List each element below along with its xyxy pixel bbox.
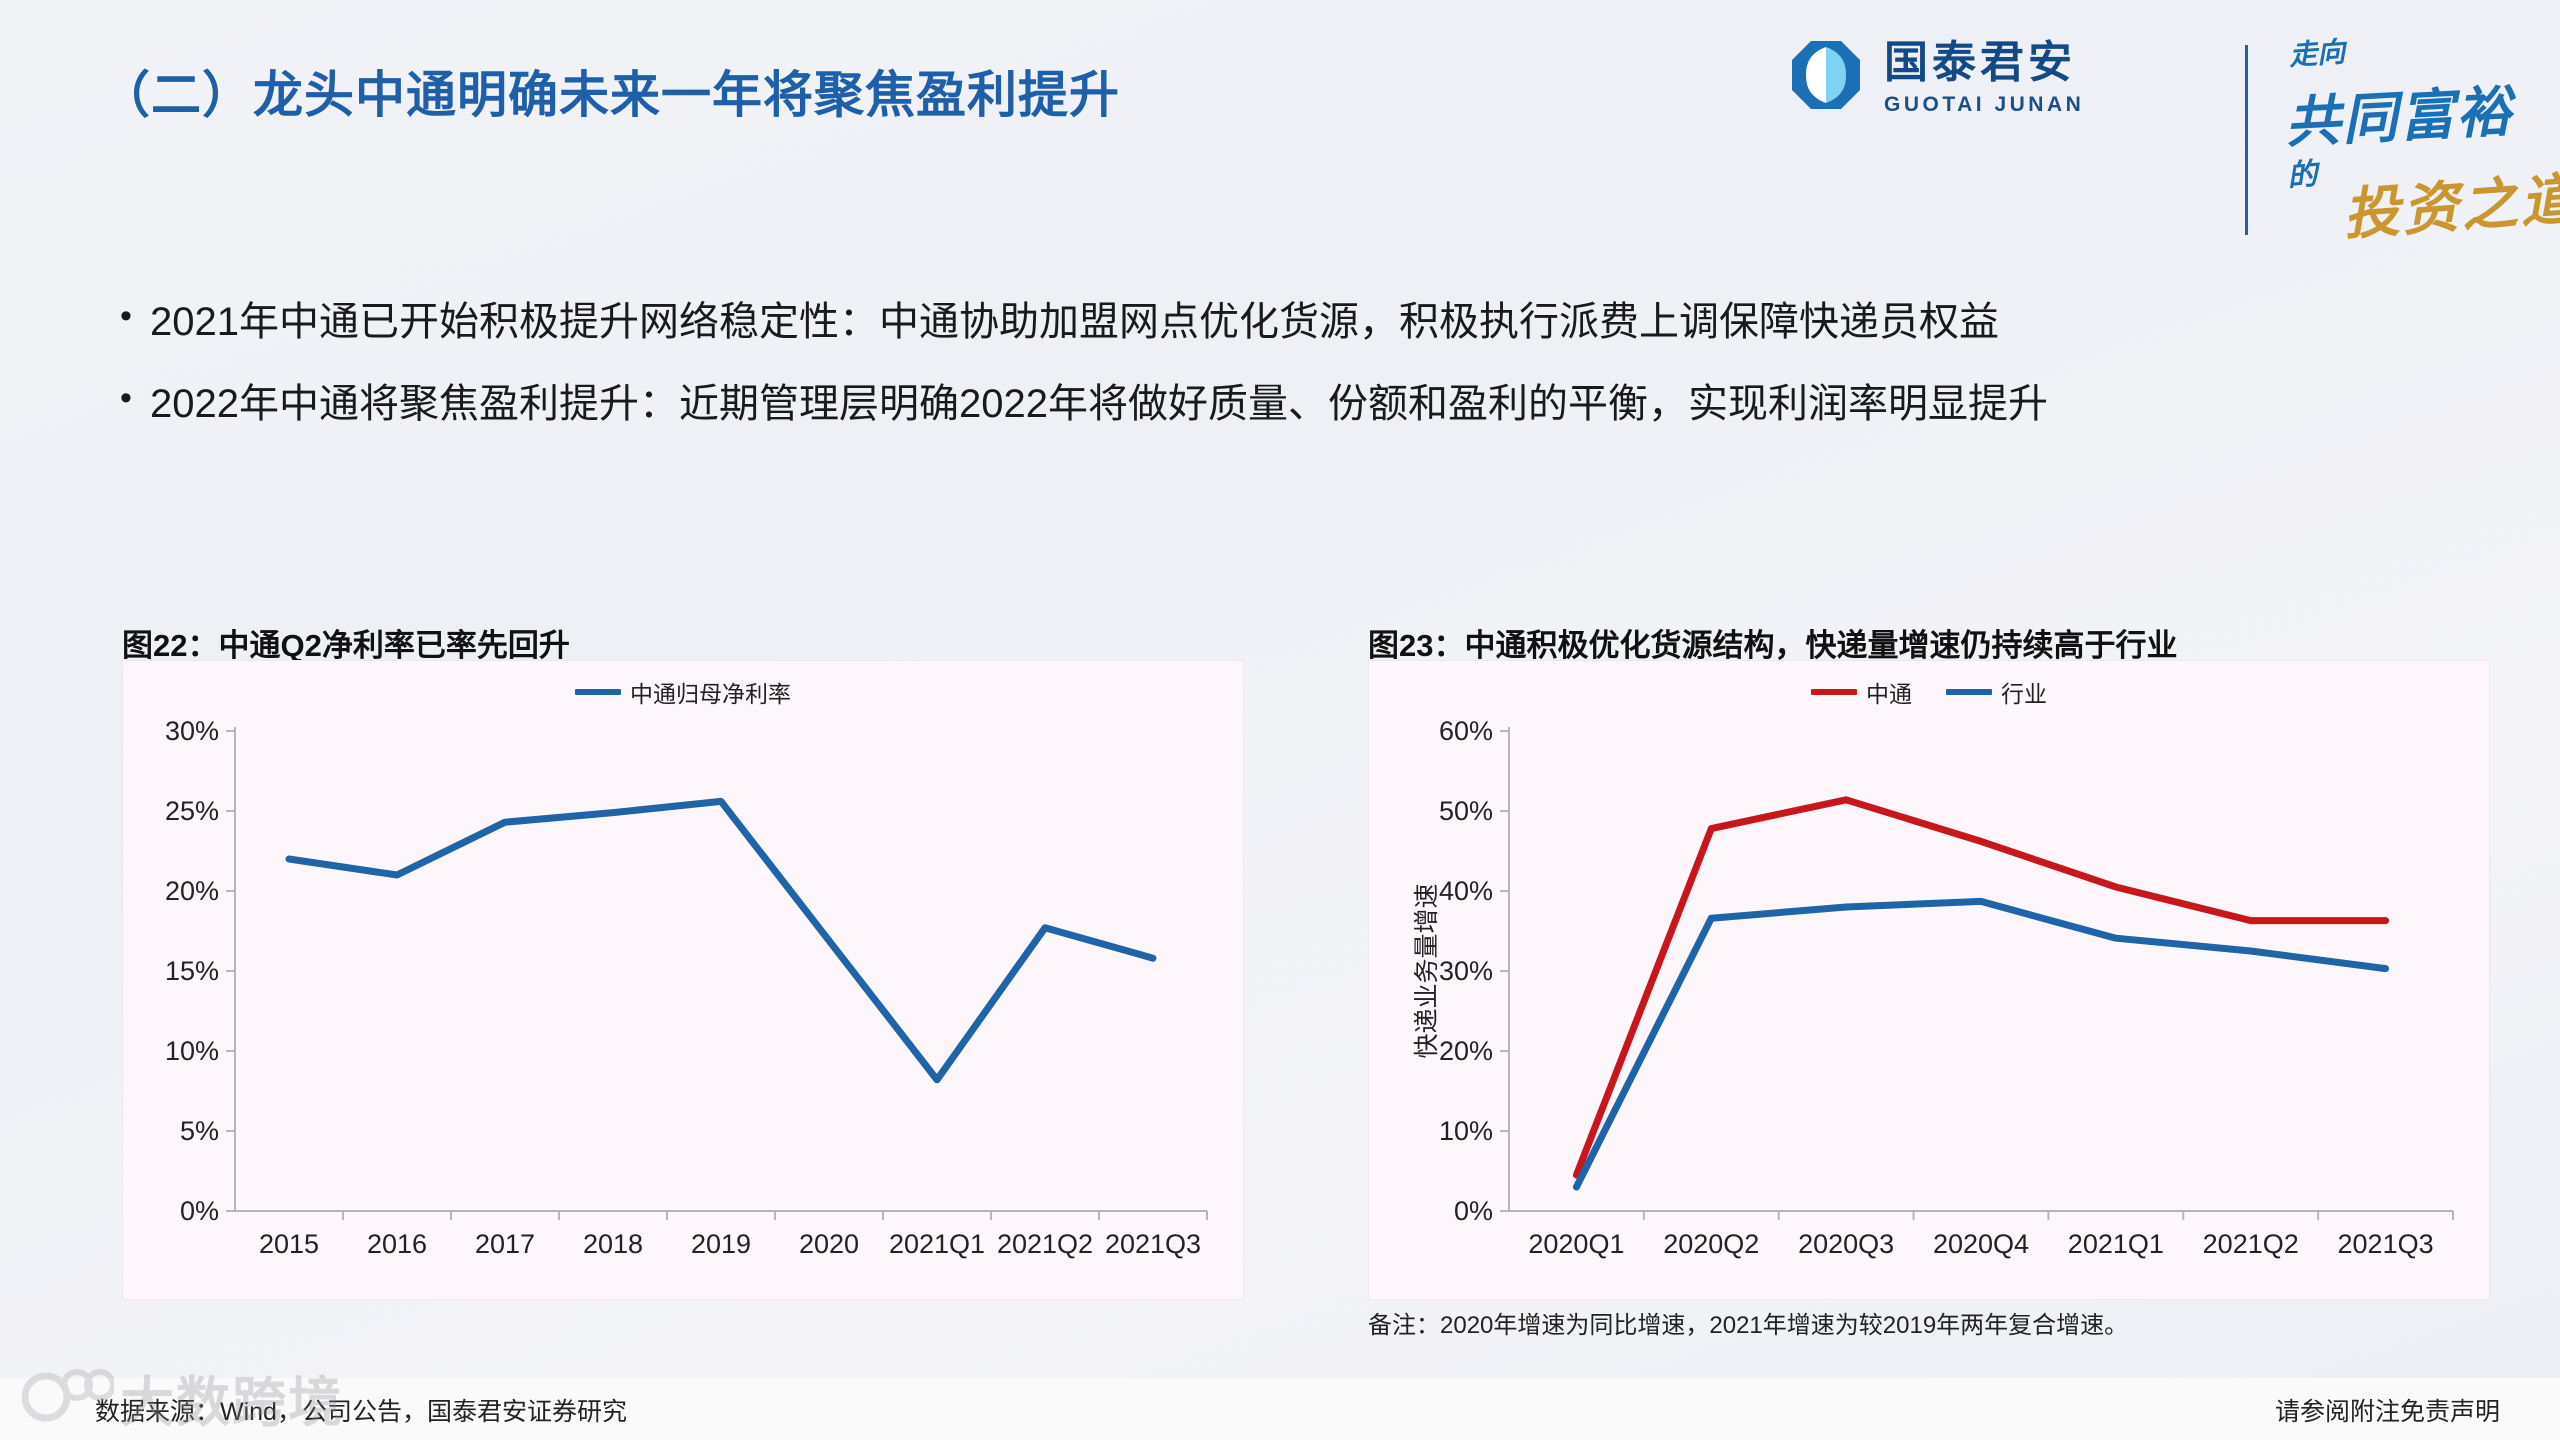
legend-swatch-icon <box>1946 689 1992 695</box>
y-axis-title: 快递业务量增速 <box>1413 883 1441 1058</box>
bullet-list: • 2021年中通已开始积极提升网络稳定性：中通协助加盟网点优化货源，积极执行派… <box>120 295 2500 459</box>
footer-source-text: 数据来源：Wind，公司公告，国泰君安证券研究 <box>95 1398 627 1426</box>
chart-fig23: 中通 行业 0% 10% 20% 30% 40% 50% 60% 2020Q1 2020Q2 202… <box>1368 660 2490 1300</box>
chart-fig23-plot: 0% 10% 20% 30% 40% 50% 60% 2020Q1 2020Q2 2020Q3 20… <box>1413 716 2454 1259</box>
figure-23-note: 备注：2020年增速为同比增速，2021年增速为较2019年两年复合增速。 <box>1368 1312 2129 1339</box>
y-axis-tick-label: 10% <box>1439 1116 1493 1146</box>
footer-bar <box>0 1378 2560 1440</box>
legend-swatch-icon <box>1811 689 1857 695</box>
slogan-line-3: 的 <box>2285 156 2319 195</box>
legend-label: 中通 <box>1866 681 1912 707</box>
chart-fig22-legend: 中通归母净利率 <box>123 675 1243 709</box>
y-axis-tick-label: 20% <box>165 876 219 906</box>
series-line <box>285 797 1157 1084</box>
y-axis-tick-label: 40% <box>1439 876 1493 906</box>
legend-swatch-icon <box>575 689 621 695</box>
chart-fig22: 中通归母净利率 0% 5% 10% 15% 20% 25% 30% 2015 2016 2017 2… <box>122 660 1244 1300</box>
slide-header: （二）龙头中通明确未来一年将聚焦盈利提升 国泰君安 GUOTAI JUNAN 走… <box>0 0 2560 280</box>
figure-22-caption: 图22：中通Q2净利率已率先回升 <box>122 628 570 663</box>
bullet-dot-icon: • <box>120 297 132 335</box>
footer-disclaimer-text: 请参阅附注免责声明 <box>2274 1398 2500 1426</box>
x-axis-tick-label: 2020Q2 <box>1663 1229 1759 1259</box>
slogan-calligraphy: 走向 共同富裕 的 投资之道 <box>2283 30 2560 248</box>
x-axis-tick-label: 2021Q2 <box>997 1229 1093 1259</box>
slogan-line-2: 共同富裕 <box>2283 78 2515 155</box>
x-axis-tick-label: 2020Q1 <box>1528 1229 1624 1259</box>
y-axis-tick-label: 30% <box>165 716 219 746</box>
series-line <box>1572 897 2390 1191</box>
page-title: （二）龙头中通明确未来一年将聚焦盈利提升 <box>100 67 1120 123</box>
x-axis-tick-label: 2020Q4 <box>1933 1229 2029 1259</box>
y-axis-tick-label: 10% <box>165 1036 219 1066</box>
octagon-logo-icon <box>1790 39 1862 111</box>
bullet-text: 2022年中通将聚焦盈利提升：近期管理层明确2022年将做好质量、份额和盈利的平… <box>150 382 2048 426</box>
x-axis-tick-label: 2021Q1 <box>889 1229 985 1259</box>
y-axis-tick-label: 15% <box>165 956 219 986</box>
x-axis-tick-label: 2018 <box>583 1229 643 1259</box>
slogan-line-1: 走向 <box>2288 35 2347 72</box>
x-axis-tick-label: 2016 <box>367 1229 427 1259</box>
y-axis-tick-label: 20% <box>1439 1036 1493 1066</box>
y-axis-tick-label: 25% <box>165 796 219 826</box>
legend-item: 行业 <box>1946 675 2047 709</box>
x-axis-tick-label: 2020 <box>799 1229 859 1259</box>
legend-label: 行业 <box>2001 681 2047 707</box>
y-axis-tick-label: 0% <box>1454 1196 1493 1226</box>
slogan-line-4: 投资之道 <box>2341 165 2560 249</box>
bullet-text: 2021年中通已开始积极提升网络稳定性：中通协助加盟网点优化货源，积极执行派费上… <box>150 300 1999 344</box>
chart-fig22-plot: 0% 5% 10% 15% 20% 25% 30% 2015 2016 2017 2018 2019 2… <box>165 716 1208 1259</box>
x-axis-tick-label: 2017 <box>475 1229 535 1259</box>
x-axis-tick-label: 2021Q2 <box>2203 1229 2299 1259</box>
y-axis-tick-label: 30% <box>1439 956 1493 986</box>
y-axis-tick-label: 5% <box>180 1116 219 1146</box>
logo-divider <box>2245 45 2248 235</box>
chart-fig23-legend: 中通 行业 <box>1369 675 2489 709</box>
y-axis-tick-label: 60% <box>1439 716 1493 746</box>
company-logo: 国泰君安 GUOTAI JUNAN <box>1790 35 2084 117</box>
legend-item: 中通 <box>1811 675 1912 709</box>
series-line <box>1572 796 2390 1179</box>
x-axis-tick-label: 2021Q3 <box>2338 1229 2434 1259</box>
x-axis-tick-label: 2015 <box>259 1229 319 1259</box>
figure-23-caption: 图23：中通积极优化货源结构，快递量增速仍持续高于行业 <box>1368 628 2178 663</box>
bullet-dot-icon: • <box>120 379 132 417</box>
y-axis-tick-label: 0% <box>180 1196 219 1226</box>
legend-item: 中通归母净利率 <box>575 675 791 709</box>
x-axis-tick-label: 2020Q3 <box>1798 1229 1894 1259</box>
logo-name-cn: 国泰君安 <box>1884 38 2076 87</box>
legend-label: 中通归母净利率 <box>630 681 791 707</box>
list-item: • 2022年中通将聚焦盈利提升：近期管理层明确2022年将做好质量、份额和盈利… <box>120 377 2500 431</box>
list-item: • 2021年中通已开始积极提升网络稳定性：中通协助加盟网点优化货源，积极执行派… <box>120 295 2500 349</box>
logo-name-en: GUOTAI JUNAN <box>1884 93 2085 116</box>
x-axis-tick-label: 2021Q3 <box>1105 1229 1201 1259</box>
x-axis-tick-label: 2019 <box>691 1229 751 1259</box>
logo-wordmark: 国泰君安 GUOTAI JUNAN <box>1884 41 2084 117</box>
y-axis-tick-label: 50% <box>1439 796 1493 826</box>
x-axis-tick-label: 2021Q1 <box>2068 1229 2164 1259</box>
